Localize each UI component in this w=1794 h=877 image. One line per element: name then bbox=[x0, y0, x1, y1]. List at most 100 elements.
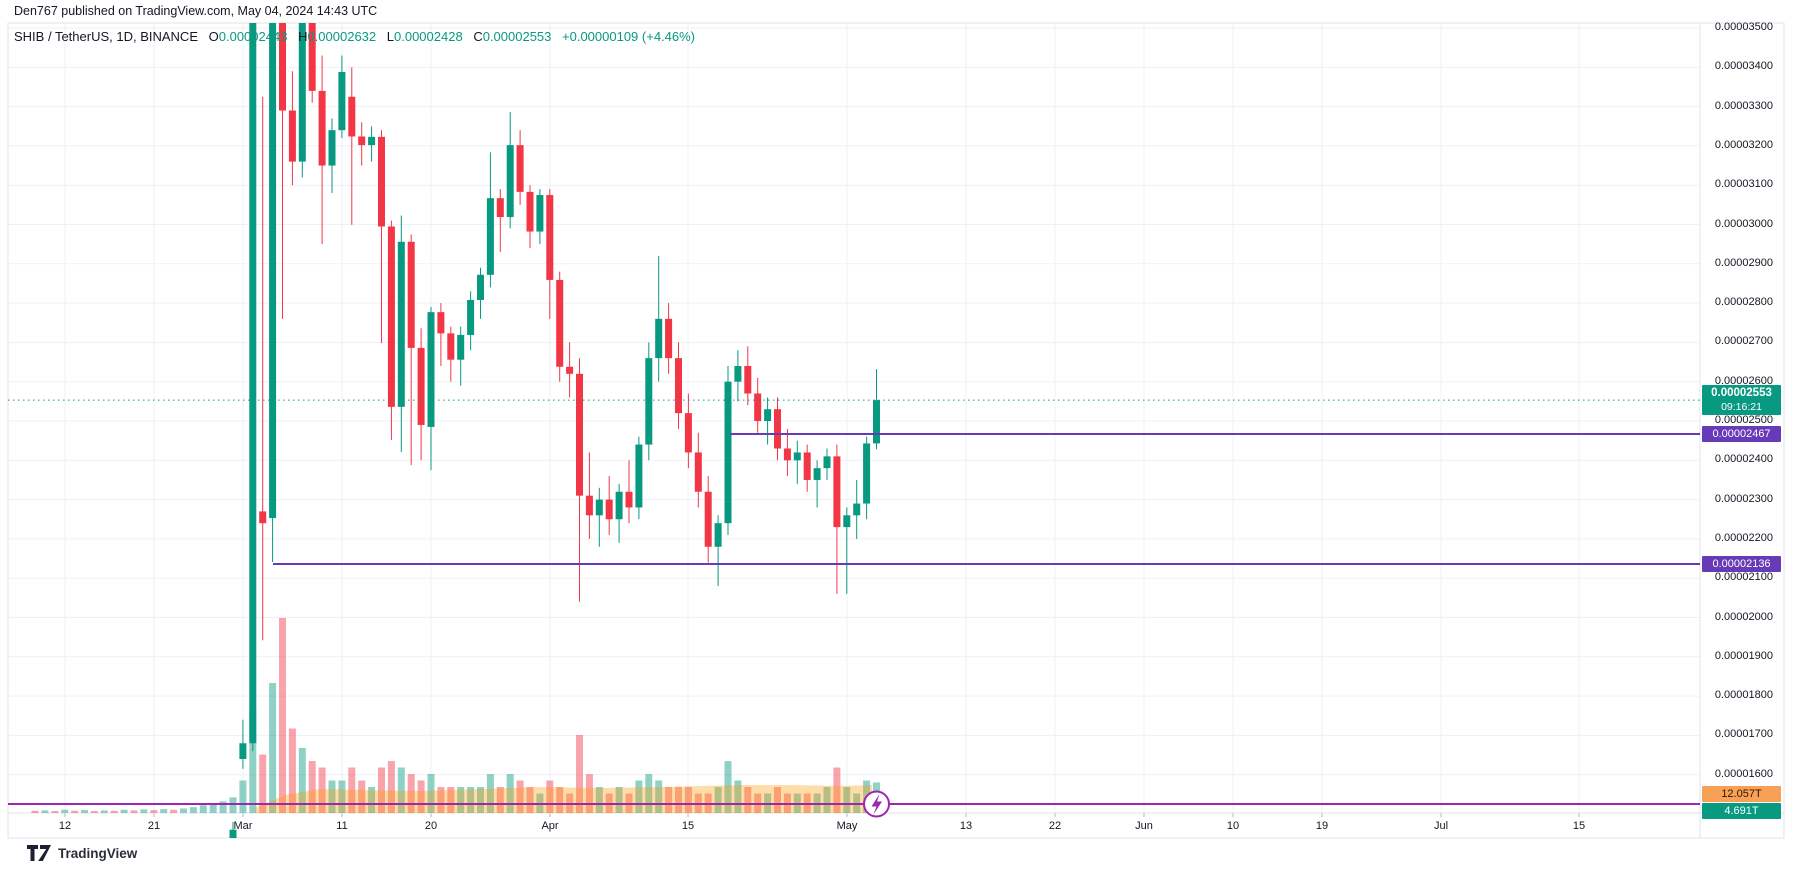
candle-body[interactable] bbox=[378, 136, 385, 227]
candle-body[interactable] bbox=[694, 452, 702, 492]
candle-body[interactable] bbox=[259, 511, 267, 524]
volume-bar[interactable] bbox=[427, 774, 435, 813]
volume-bar[interactable] bbox=[684, 787, 692, 813]
candle-body[interactable] bbox=[358, 136, 366, 146]
volume-bar[interactable] bbox=[328, 780, 336, 814]
candle-body[interactable] bbox=[220, 853, 227, 877]
volume-bar[interactable] bbox=[546, 780, 554, 814]
candle-body[interactable] bbox=[704, 491, 712, 547]
candle-body[interactable] bbox=[813, 468, 821, 480]
volume-bar[interactable] bbox=[199, 805, 207, 813]
candle-body[interactable] bbox=[387, 226, 395, 407]
candle-body[interactable] bbox=[675, 358, 682, 414]
candle-body[interactable] bbox=[803, 452, 811, 480]
volume-bar[interactable] bbox=[437, 787, 445, 813]
volume-bar[interactable] bbox=[71, 810, 79, 813]
volume-bar[interactable] bbox=[675, 787, 682, 813]
volume-bar[interactable] bbox=[843, 787, 851, 813]
candle-body[interactable] bbox=[437, 312, 445, 334]
candle-body[interactable] bbox=[546, 195, 554, 280]
candle-body[interactable] bbox=[566, 366, 574, 374]
volume-bar[interactable] bbox=[447, 787, 455, 813]
volume-bar[interactable] bbox=[734, 780, 742, 814]
volume-bar[interactable] bbox=[90, 811, 98, 813]
volume-bar[interactable] bbox=[150, 810, 158, 813]
candle-body[interactable] bbox=[397, 241, 405, 407]
candle-body[interactable] bbox=[239, 743, 247, 759]
candle-body[interactable] bbox=[754, 393, 762, 421]
volume-bar[interactable] bbox=[467, 787, 475, 813]
candle-body[interactable] bbox=[368, 136, 376, 146]
candle-body[interactable] bbox=[595, 499, 603, 516]
volume-bar[interactable] bbox=[189, 807, 197, 813]
candle-body[interactable] bbox=[665, 318, 673, 359]
candle-body[interactable] bbox=[863, 443, 871, 504]
volume-bar[interactable] bbox=[368, 787, 376, 813]
volume-bar[interactable] bbox=[81, 810, 88, 813]
volume-bar[interactable] bbox=[279, 618, 286, 813]
volume-bar[interactable] bbox=[595, 787, 603, 813]
volume-bar[interactable] bbox=[486, 774, 494, 813]
volume-bar[interactable] bbox=[645, 774, 653, 813]
candle-body[interactable] bbox=[843, 515, 851, 528]
volume-bar[interactable] bbox=[51, 811, 59, 813]
candle-body[interactable] bbox=[605, 499, 613, 520]
volume-bar[interactable] bbox=[457, 787, 465, 813]
volume-bar[interactable] bbox=[219, 801, 227, 813]
volume-bar[interactable] bbox=[378, 767, 385, 814]
volume-bar[interactable] bbox=[100, 810, 108, 813]
volume-bar[interactable] bbox=[477, 787, 484, 813]
volume-bar[interactable] bbox=[269, 683, 277, 813]
volume-bar[interactable] bbox=[180, 808, 187, 813]
volume-bar[interactable] bbox=[665, 787, 673, 813]
volume-bar[interactable] bbox=[338, 780, 346, 814]
candle-body[interactable] bbox=[655, 318, 663, 359]
volume-bar[interactable] bbox=[556, 787, 564, 813]
candle-body[interactable] bbox=[714, 523, 722, 547]
candle-body[interactable] bbox=[764, 409, 772, 421]
candle-body[interactable] bbox=[496, 198, 504, 218]
candle-body[interactable] bbox=[288, 110, 296, 162]
candle-body[interactable] bbox=[783, 448, 791, 461]
candle-body[interactable] bbox=[467, 299, 475, 335]
volume-bar[interactable] bbox=[397, 767, 405, 814]
volume-bar[interactable] bbox=[170, 809, 178, 813]
symbol-title[interactable]: SHIB / TetherUS, 1D, BINANCE bbox=[14, 29, 198, 44]
symbol-legend[interactable]: SHIB / TetherUS, 1D, BINANCE O0.00002443… bbox=[14, 29, 695, 44]
candle-body[interactable] bbox=[873, 400, 880, 444]
candle-body[interactable] bbox=[447, 333, 455, 360]
volume-bar[interactable] bbox=[239, 780, 247, 814]
volume-bar[interactable] bbox=[209, 803, 217, 813]
volume-bar[interactable] bbox=[259, 754, 267, 814]
candle-body[interactable] bbox=[576, 373, 583, 496]
volume-bar[interactable] bbox=[31, 810, 39, 813]
candle-body[interactable] bbox=[417, 347, 425, 425]
candle-body[interactable] bbox=[774, 409, 781, 449]
volume-bar[interactable] bbox=[387, 761, 395, 813]
volume-bar[interactable] bbox=[823, 787, 831, 813]
volume-bar[interactable] bbox=[229, 797, 237, 813]
candle-body[interactable] bbox=[486, 198, 494, 275]
candle-body[interactable] bbox=[506, 145, 514, 218]
volume-bar[interactable] bbox=[506, 774, 514, 813]
candle-body[interactable] bbox=[526, 191, 534, 232]
volume-bar[interactable] bbox=[655, 780, 663, 814]
volume-bar[interactable] bbox=[774, 787, 781, 813]
candle-body[interactable] bbox=[348, 96, 356, 137]
candle-body[interactable] bbox=[833, 456, 841, 528]
volume-bar[interactable] bbox=[318, 767, 326, 814]
volume-bar[interactable] bbox=[61, 809, 69, 813]
candles[interactable] bbox=[32, 0, 881, 877]
candle-body[interactable] bbox=[308, 20, 316, 91]
volume-bar[interactable] bbox=[288, 728, 296, 814]
candle-body[interactable] bbox=[853, 503, 861, 516]
volume-bar[interactable] bbox=[744, 787, 752, 813]
volume-bar[interactable] bbox=[140, 809, 148, 813]
volume-bar[interactable] bbox=[130, 810, 138, 813]
candle-body[interactable] bbox=[585, 495, 593, 516]
candle-body[interactable] bbox=[556, 279, 564, 367]
volume-bar[interactable] bbox=[516, 780, 524, 814]
candle-body[interactable] bbox=[744, 365, 752, 394]
volume-bars[interactable] bbox=[31, 618, 881, 814]
price-axis[interactable]: 0.00003500 0.00003400 0.00003300 0.00003200… bbox=[1700, 0, 1794, 838]
